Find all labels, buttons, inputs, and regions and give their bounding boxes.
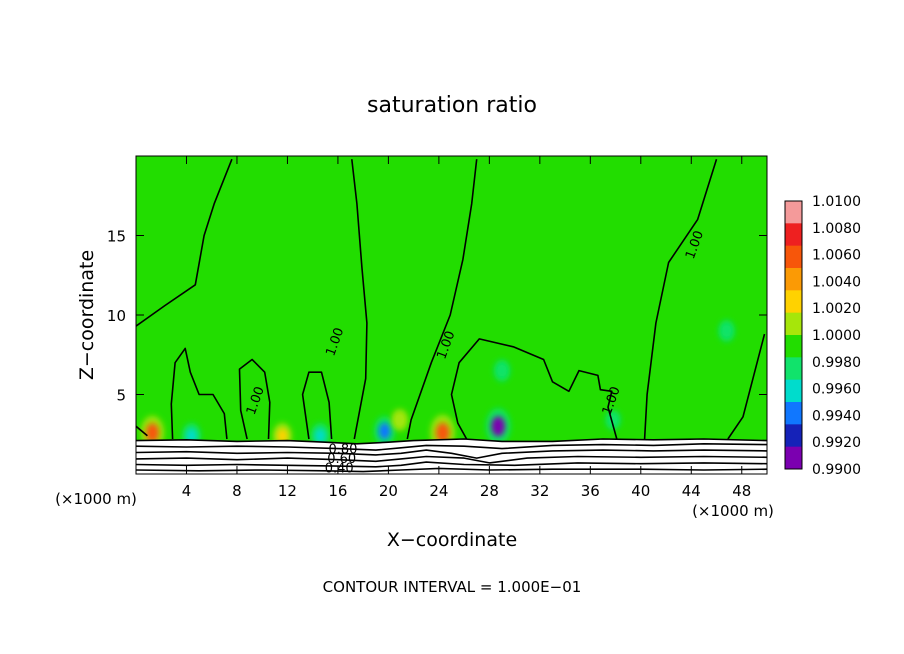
colorbar-label: 0.9980 xyxy=(812,355,861,371)
contour-layer xyxy=(136,158,767,473)
x-unit-left: (×1000 m) xyxy=(55,490,137,508)
anomaly-blob-7 xyxy=(485,408,511,445)
contour-line-1-00-3 xyxy=(450,338,618,440)
chart-title: saturation ratio xyxy=(367,93,537,118)
colorbar-label: 0.9960 xyxy=(812,382,861,398)
colorbar-swatch xyxy=(785,424,802,448)
colorbar-swatch xyxy=(785,245,802,269)
anomaly-core xyxy=(491,416,506,437)
anomaly-core xyxy=(315,428,326,443)
y-tick-label: 5 xyxy=(116,387,126,405)
x-tick-label: 48 xyxy=(732,482,751,500)
colorbar-label: 1.0060 xyxy=(812,248,861,264)
contour-line-1-00-1 xyxy=(351,159,368,440)
x-tick-label: 40 xyxy=(631,482,650,500)
x-tick-label: 4 xyxy=(182,482,192,500)
contour-label-6: 0.60 xyxy=(327,452,356,467)
anomaly-blob-8 xyxy=(493,359,511,382)
y-tick-label: 15 xyxy=(107,228,126,246)
contour-line-1-00-6 xyxy=(170,347,228,440)
contour-line-1-00-2 xyxy=(406,159,478,440)
anomaly-blob-9 xyxy=(605,409,621,430)
y-axis-label: Z−coordinate xyxy=(76,250,98,380)
x-tick-label: 24 xyxy=(429,482,448,500)
colorbar-swatch xyxy=(785,402,802,425)
y-tick-label: 10 xyxy=(107,307,126,325)
x-tick-label: 44 xyxy=(682,482,701,500)
x-tick-label: 32 xyxy=(530,482,549,500)
anomaly-blob-5 xyxy=(391,408,408,431)
contour-line-lower-5 xyxy=(136,467,767,473)
contour-line-lower-1 xyxy=(136,443,767,451)
contour-line-1-00-0 xyxy=(136,158,233,327)
x-axis: 4 8 12 16 20 24 28 32 36 40 44 48 xyxy=(182,156,751,500)
colorbar-swatch xyxy=(785,223,802,247)
colorbar-swatch xyxy=(785,268,802,291)
anomaly-blob-10 xyxy=(718,319,735,342)
anomaly-core xyxy=(497,364,507,377)
colorbar-swatch xyxy=(785,446,802,470)
x-tick-label: 28 xyxy=(480,482,499,500)
colorbar-swatch xyxy=(785,335,802,358)
contour-line-1-00-5 xyxy=(727,333,766,440)
anomaly-core xyxy=(435,422,450,443)
colorbar-label: 1.0020 xyxy=(812,301,861,317)
colorbar-swatch xyxy=(785,379,802,403)
x-tick-label: 12 xyxy=(278,482,297,500)
contour-line-lower-3 xyxy=(136,455,767,464)
contour-line-lower-2 xyxy=(136,449,767,459)
anomaly-core xyxy=(277,428,288,443)
anomaly-core xyxy=(378,422,391,440)
contour-line-1-00-9 xyxy=(136,425,148,437)
plot-area: 1.00 1.001.00 1.001.000.800.600.40 xyxy=(135,155,768,477)
colorbar-label: 1.0080 xyxy=(812,221,861,237)
colorbar-swatch xyxy=(785,201,802,224)
colorbar-swatch xyxy=(785,312,802,336)
contour-interval-note: CONTOUR INTERVAL = 1.000E−01 xyxy=(323,578,582,596)
contour-label-5: 0.80 xyxy=(328,443,357,458)
colorbar-legend: 1.0100 1.0080 1.0060 1.0040 1.0020 1.0000 0.99… xyxy=(784,194,861,478)
colorbar-frame xyxy=(784,200,803,470)
colorbar-swatch xyxy=(785,290,802,314)
colorbar-label: 0.9900 xyxy=(812,462,861,478)
contour-line-lower-4 xyxy=(136,461,767,468)
x-tick-label: 16 xyxy=(328,482,347,500)
contour-line-1-00-4 xyxy=(643,158,718,440)
x-tick-label: 20 xyxy=(379,482,398,500)
x-unit-right: (×1000 m) xyxy=(692,502,774,520)
colorbar-label: 1.0100 xyxy=(812,194,861,210)
colorbar-label: 1.0040 xyxy=(812,274,861,290)
colorbar-label: 1.0000 xyxy=(812,328,861,344)
colorbar-swatch xyxy=(785,357,802,381)
contour-line-1-00-8 xyxy=(301,371,333,440)
anomaly-blob-4 xyxy=(374,416,396,447)
contour-label-7: 0.40 xyxy=(325,462,354,477)
anomaly-core xyxy=(395,413,405,426)
colorbar-label: 0.9920 xyxy=(812,435,861,451)
x-tick-label: 8 xyxy=(232,482,242,500)
contour-line-lower-0 xyxy=(136,438,767,445)
contour-line-1-00-7 xyxy=(238,358,271,440)
x-tick-label: 36 xyxy=(581,482,600,500)
colorbar-label: 0.9940 xyxy=(812,408,861,424)
y-axis: 5 10 15 xyxy=(107,228,767,405)
anomaly-core xyxy=(722,324,732,337)
anomaly-core xyxy=(145,423,159,443)
x-axis-label: X−coordinate xyxy=(387,529,517,551)
